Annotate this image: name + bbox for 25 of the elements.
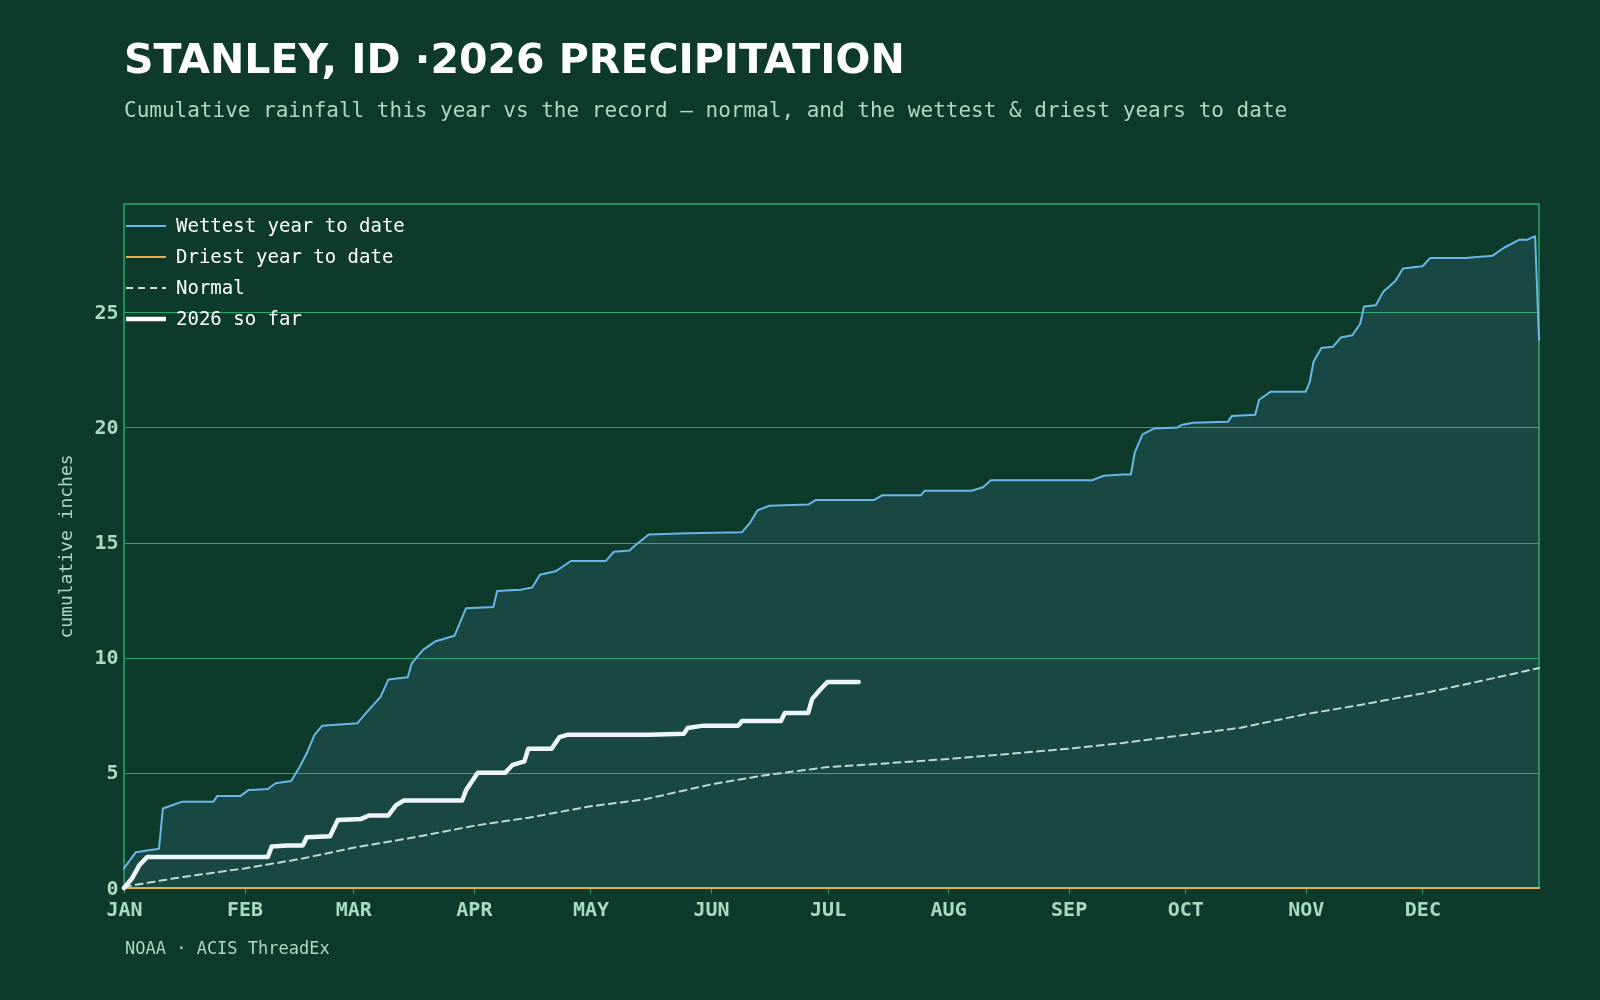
legend-label: Wettest year to date	[176, 214, 405, 236]
x-tick-label: MAR	[335, 896, 373, 921]
x-tick-label: OCT	[1167, 896, 1204, 921]
y-tick-label: 20	[94, 414, 119, 439]
text: NOAA · ACIS ThreadEx	[125, 938, 330, 958]
legend-label: 2026 so far	[176, 307, 302, 329]
y-axis-title: cumulative inches	[55, 454, 77, 639]
chart-title: STANLEY, ID ·2026 PRECIPITATION	[124, 35, 905, 83]
chart-subtitle: Cumulative rainfall this year vs the record — normal, and the wettest & driest years to date	[124, 98, 1288, 122]
x-tick-label: SEP	[1051, 896, 1088, 921]
x-tick-label: NOV	[1288, 896, 1325, 921]
x-tick-label: DEC	[1404, 896, 1441, 921]
x-tick-label: JUL	[810, 896, 847, 921]
y-tick-label: 5	[106, 760, 119, 785]
line-series	[121, 679, 861, 891]
y-tick-label: 10	[94, 645, 119, 670]
x-tick-label: AUG	[930, 896, 967, 921]
x-tick-label: FEB	[226, 896, 264, 921]
x-tick-label: JUN	[693, 896, 730, 921]
y-tick-label: 15	[94, 530, 119, 555]
x-tick-label: APR	[456, 896, 494, 921]
y-tick-label: 25	[94, 299, 119, 324]
x-tick-label: MAY	[572, 896, 610, 921]
legend-label: Normal	[176, 276, 245, 298]
legend-label: Driest year to date	[176, 245, 394, 267]
